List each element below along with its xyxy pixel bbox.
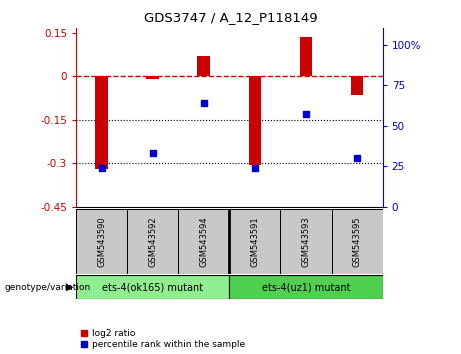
Legend: log2 ratio, percentile rank within the sample: log2 ratio, percentile rank within the s… [81,329,245,349]
Bar [146,76,159,79]
Bar [197,56,210,76]
Bar [127,209,178,274]
Bar [300,37,313,76]
Text: GSM543591: GSM543591 [250,216,260,267]
Text: GDS3747 / A_12_P118149: GDS3747 / A_12_P118149 [144,11,317,24]
Text: GSM543592: GSM543592 [148,216,157,267]
Bar [229,275,383,299]
Bar [351,76,363,95]
Text: GSM543590: GSM543590 [97,216,106,267]
Text: GSM543593: GSM543593 [301,216,311,267]
Bar [280,209,331,274]
Bar [229,209,280,274]
Bar [248,76,261,165]
Text: ▶: ▶ [66,282,74,292]
Text: ets-4(uz1) mutant: ets-4(uz1) mutant [262,282,350,292]
Bar [76,209,127,274]
Text: ets-4(ok165) mutant: ets-4(ok165) mutant [102,282,203,292]
Bar [76,275,229,299]
Text: GSM543595: GSM543595 [353,216,361,267]
Text: genotype/variation: genotype/variation [5,282,91,292]
Bar [178,209,229,274]
Bar [95,76,108,169]
Text: GSM543594: GSM543594 [199,216,208,267]
Bar [331,209,383,274]
